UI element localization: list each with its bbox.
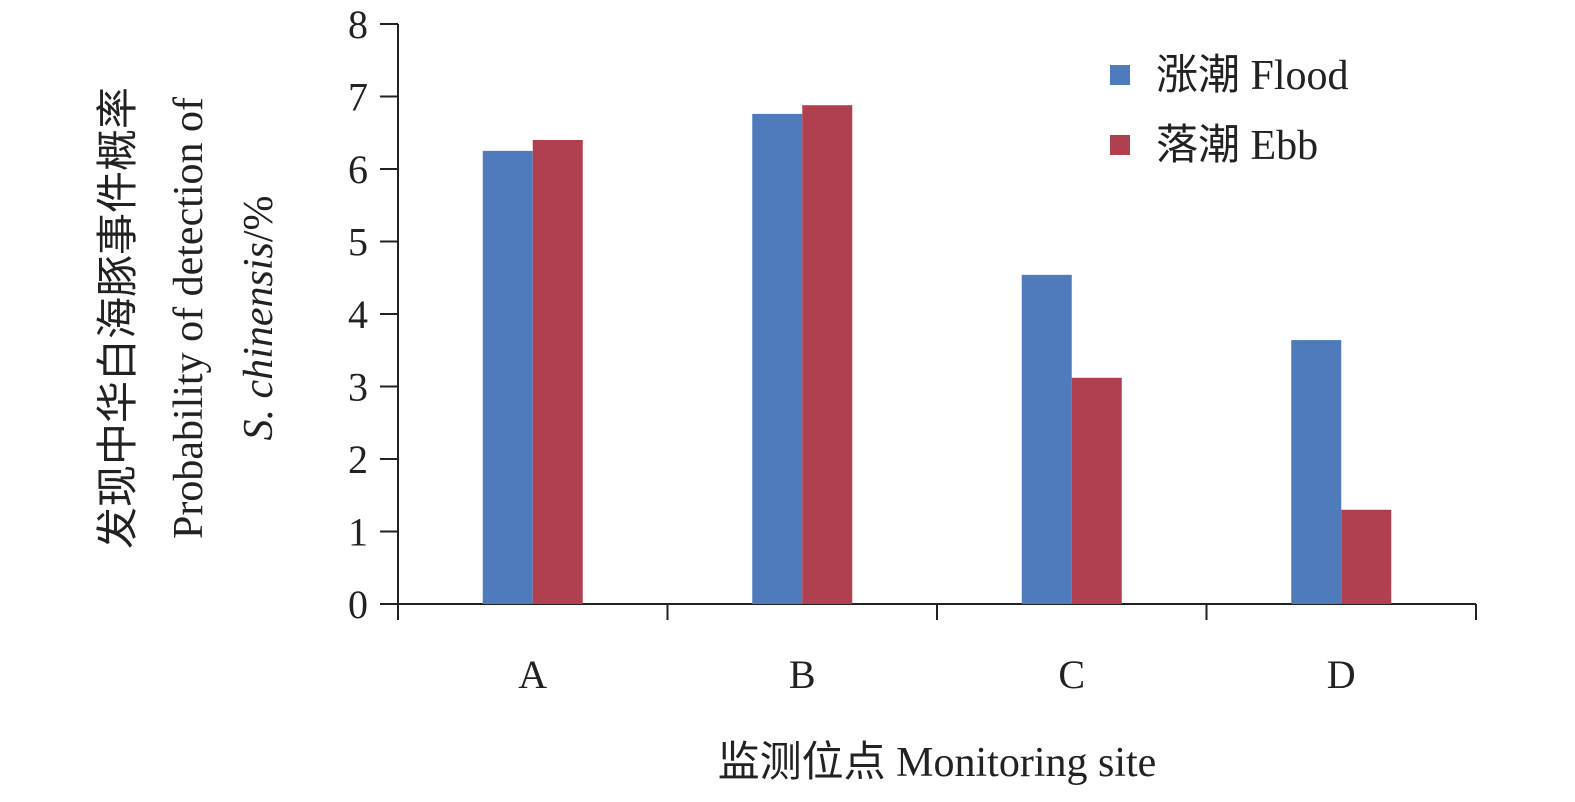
x-tick-labels: A B C D (518, 652, 1355, 697)
x-axis-title: 监测位点 Monitoring site (718, 739, 1157, 786)
bar-d-ebb (1341, 509, 1392, 604)
x-tick-label: A (518, 652, 547, 697)
legend-label-flood: 涨潮 Flood (1156, 53, 1349, 99)
x-tick-label: B (789, 652, 816, 697)
y-tick-label: 4 (348, 292, 368, 337)
bar-d-flood (1291, 340, 1342, 604)
bar-a-ebb (532, 140, 583, 604)
y-ticks: 0 1 2 3 4 5 6 7 8 (348, 2, 398, 627)
y-axis-title-line1: 发现中华白海豚事件概率 (95, 87, 142, 549)
y-axis-title-line3: S. chinensis/% (236, 196, 282, 441)
bar-b-flood (752, 113, 803, 605)
legend-label-ebb: 落潮 Ebb (1156, 123, 1318, 169)
y-axis-title-species: S. chinensis (236, 242, 282, 440)
y-tick-label: 0 (348, 582, 368, 627)
x-tick-label: D (1327, 652, 1356, 697)
y-tick-label: 3 (348, 365, 368, 410)
y-tick-label: 5 (348, 220, 368, 265)
legend: 涨潮 Flood 落潮 Ebb (1110, 53, 1349, 169)
x-ticks (397, 604, 1477, 620)
y-axis-title: 发现中华白海豚事件概率 Probability of detection of … (95, 87, 282, 549)
bars (482, 105, 1392, 605)
y-tick-label: 8 (348, 2, 368, 47)
y-tick-label: 6 (348, 147, 368, 192)
bar-b-ebb (802, 105, 853, 604)
y-tick-label: 2 (348, 437, 368, 482)
y-axis-title-unit: /% (236, 196, 282, 243)
bar-a-flood (482, 150, 533, 604)
y-axis-title-line2: Probability of detection of (166, 97, 212, 539)
x-tick-label: C (1058, 652, 1085, 697)
bar-c-ebb (1071, 377, 1122, 604)
bar-c-flood (1021, 274, 1072, 604)
legend-swatch-ebb (1110, 135, 1130, 155)
y-tick-label: 1 (348, 510, 368, 555)
legend-swatch-flood (1110, 65, 1130, 85)
y-tick-label: 7 (348, 75, 368, 120)
